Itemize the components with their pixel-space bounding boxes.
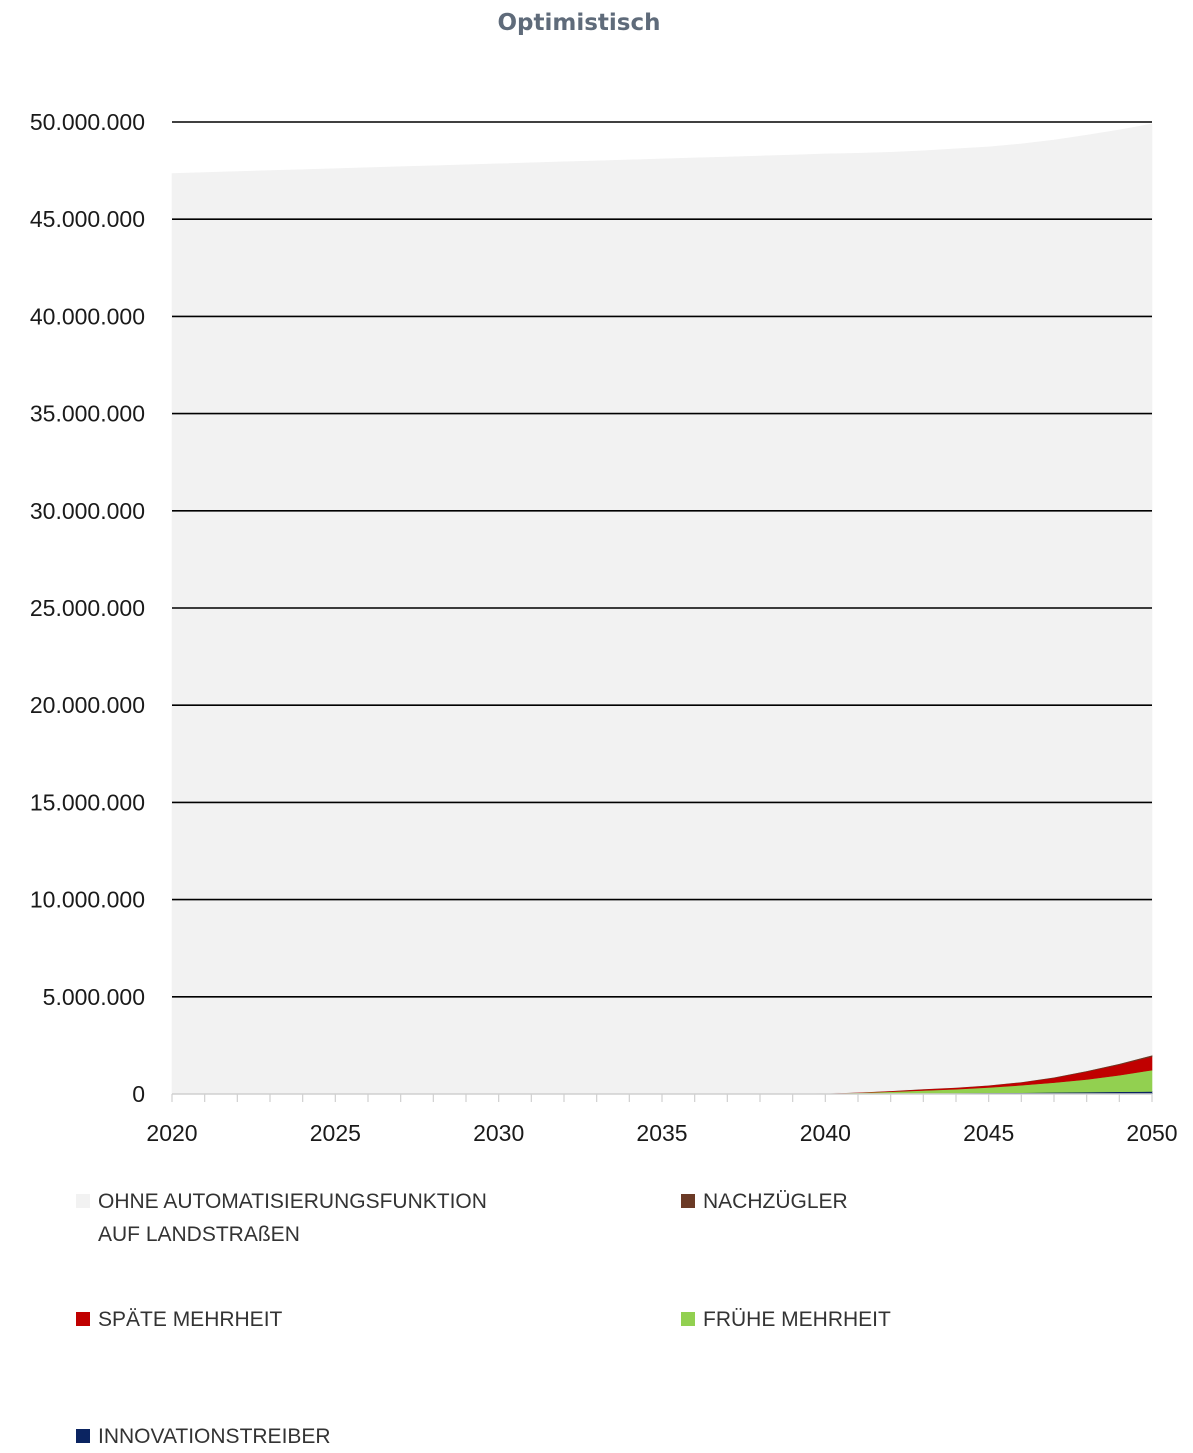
legend-item-innovationstreiber: INNOVATIONSTREIBER (76, 1420, 331, 1453)
y-tick-label: 40.000.000 (30, 303, 145, 329)
legend-swatch-nachzuegler (681, 1194, 695, 1208)
legend: OHNE AUTOMATISIERUNGSFUNKTION AUF LANDST… (0, 1180, 1193, 1449)
x-tick-label: 2045 (963, 1120, 1014, 1146)
y-tick-label: 30.000.000 (30, 498, 145, 524)
x-tick-label: 2050 (1126, 1120, 1177, 1146)
x-tick-label: 2020 (146, 1120, 197, 1146)
y-tick-label: 10.000.000 (30, 887, 145, 913)
y-tick-label: 50.000.000 (30, 109, 145, 135)
legend-label-nachzuegler: NACHZÜGLER (703, 1190, 848, 1213)
legend-item-spaete-mehrheit: SPÄTE MEHRHEIT (76, 1303, 282, 1336)
chart-title: Optimistisch (497, 10, 660, 36)
gridlines (172, 121, 1152, 998)
y-tick-label: 0 (132, 1081, 145, 1107)
y-axis: 0 5.000.000 10.000.000 15.000.000 20.000.000… (30, 109, 145, 1107)
legend-label-innovationstreiber: INNOVATIONSTREIBER (98, 1425, 331, 1448)
legend-item-nachzuegler: NACHZÜGLER (681, 1185, 848, 1218)
legend-swatch-spaete-mehrheit (76, 1312, 90, 1326)
y-tick-label: 45.000.000 (30, 206, 145, 232)
legend-label-fruehe-mehrheit: FRÜHE MEHRHEIT (703, 1308, 891, 1331)
legend-item-fruehe-mehrheit: FRÜHE MEHRHEIT (681, 1303, 891, 1336)
area-series-ohne-automatisierungsfunktion (171, 123, 1153, 1095)
plot-areas (171, 123, 1153, 1095)
y-tick-label: 20.000.000 (30, 692, 145, 718)
legend-swatch-fruehe-mehrheit (681, 1312, 695, 1326)
legend-label-spaete-mehrheit: SPÄTE MEHRHEIT (98, 1308, 283, 1331)
y-tick-label: 5.000.000 (43, 984, 145, 1010)
chart: Optimistisch 0 5.000.000 10.000.000 15.000.… (30, 10, 1178, 1146)
legend-item-ohne-automatisierung: OHNE AUTOMATISIERUNGSFUNKTION AUF LANDST… (76, 1185, 487, 1251)
x-tick-label: 2035 (636, 1120, 687, 1146)
x-tick-label: 2025 (310, 1120, 361, 1146)
x-axis: 2020 2025 2030 2035 2040 2045 2050 (146, 1093, 1178, 1146)
legend-swatch-ohne-automatisierung (76, 1194, 90, 1208)
x-tick-label: 2040 (800, 1120, 851, 1146)
y-tick-label: 15.000.000 (30, 789, 145, 815)
x-tick-label: 2030 (473, 1120, 524, 1146)
y-tick-label: 35.000.000 (30, 401, 145, 427)
legend-swatch-innovationstreiber (76, 1429, 90, 1443)
y-tick-label: 25.000.000 (30, 595, 145, 621)
legend-label-ohne-automatisierung: OHNE AUTOMATISIERUNGSFUNKTION AUF LANDST… (98, 1190, 487, 1246)
